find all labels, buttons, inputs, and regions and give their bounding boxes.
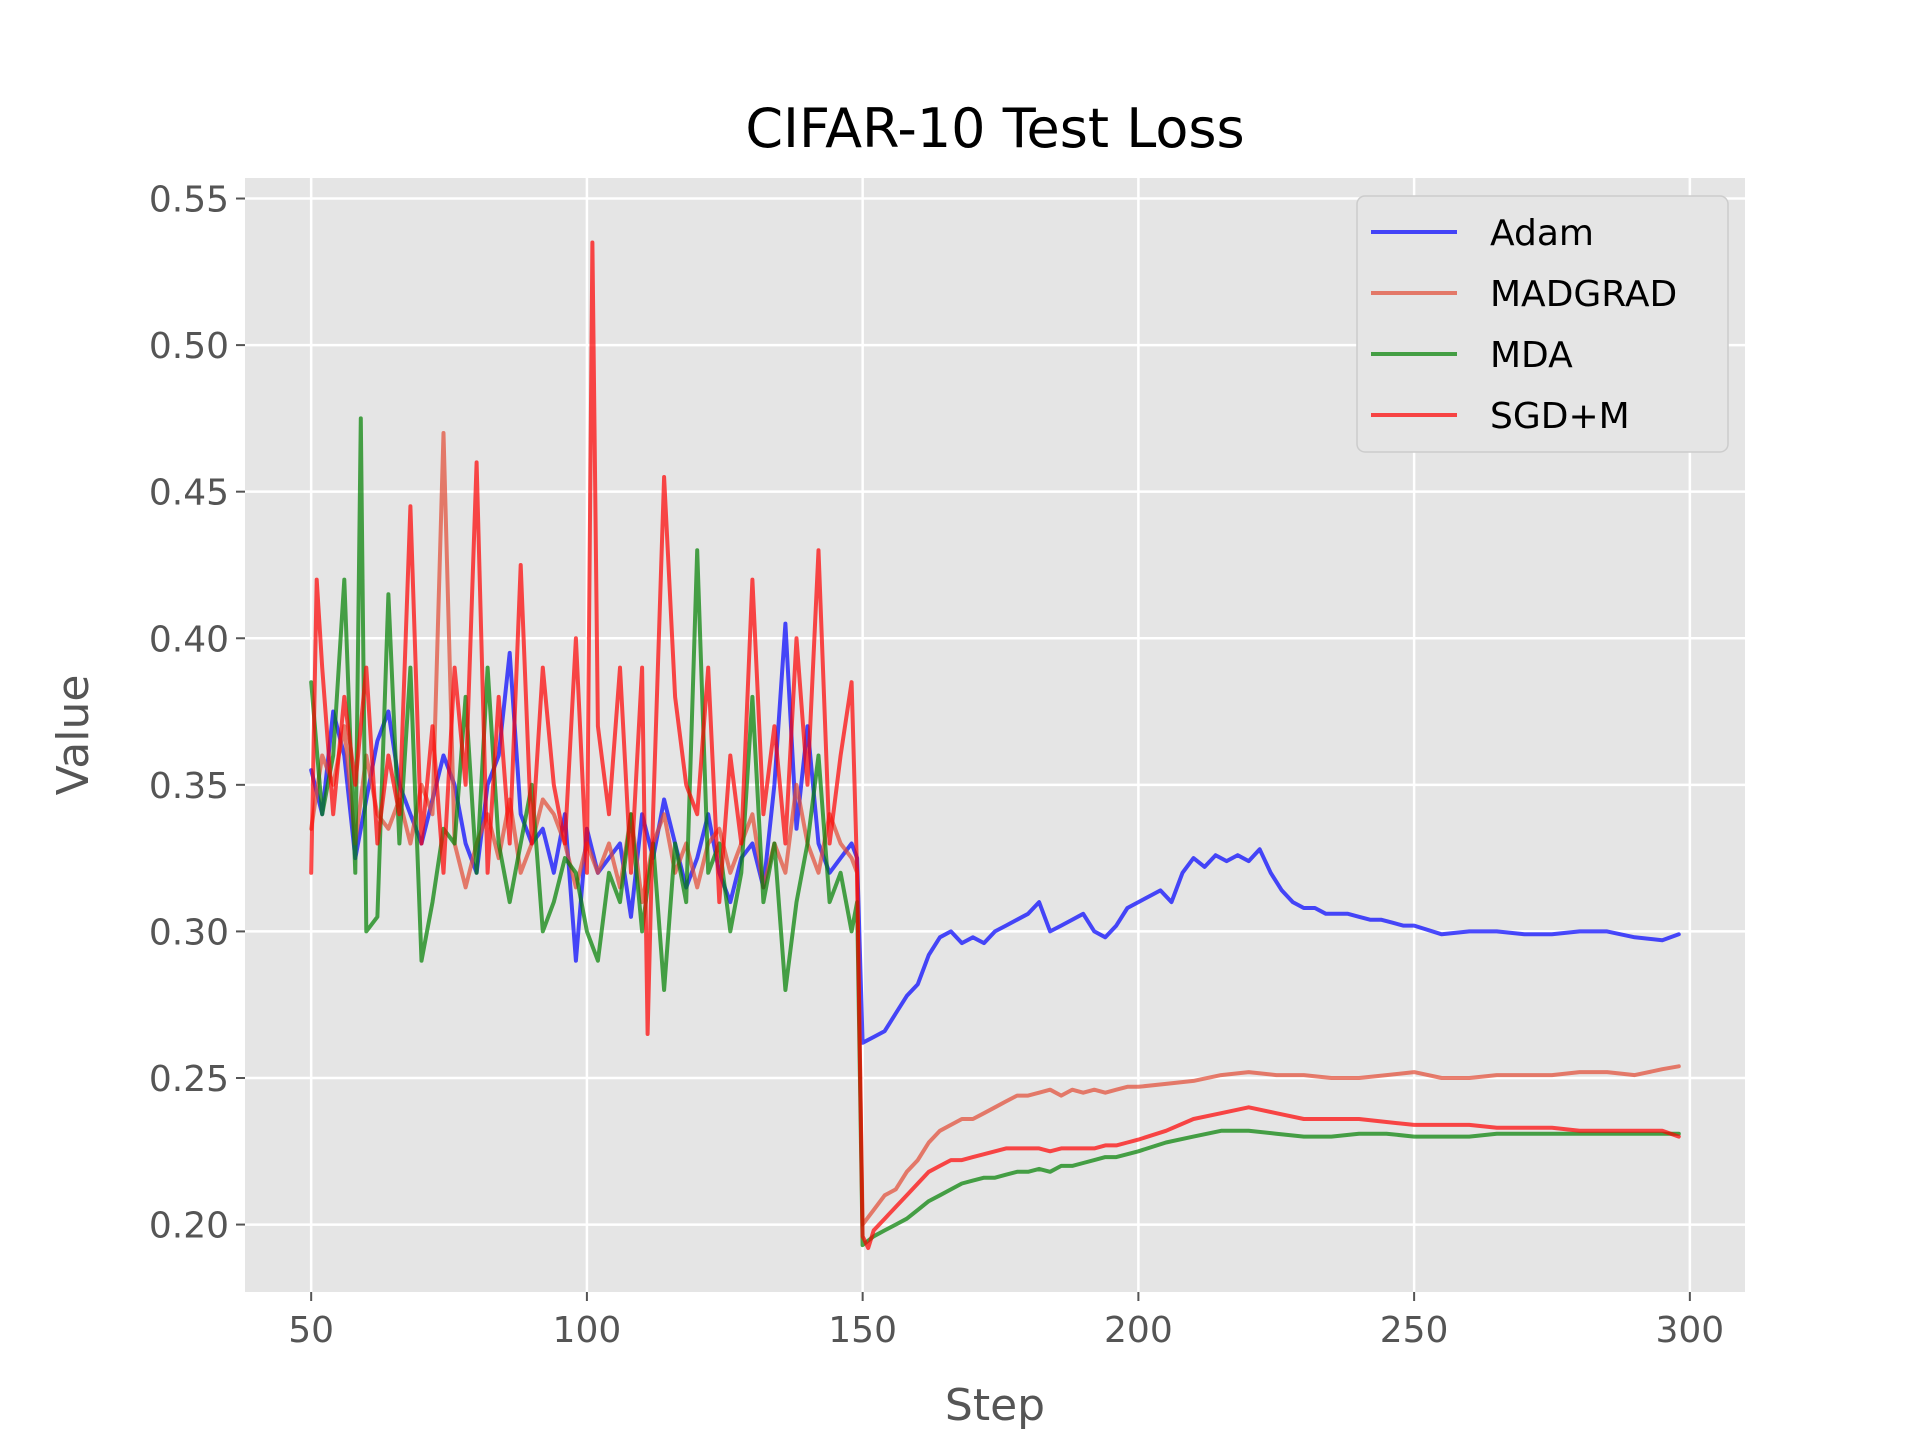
y-tick-label: 0.30: [149, 912, 229, 953]
y-tick-label: 0.35: [149, 766, 229, 807]
axis-ticks: 50 100 150 200 250 300 0.20 0.25 0.30 0.35 0.40 0.4…: [149, 180, 1724, 1351]
y-tick-label: 0.55: [149, 180, 229, 221]
x-tick-label: 250: [1380, 1310, 1449, 1351]
legend-label-mda: MDA: [1490, 335, 1573, 376]
chart-title: CIFAR-10 Test Loss: [745, 97, 1244, 160]
y-tick-label: 0.45: [149, 473, 229, 514]
x-tick-label: 100: [553, 1310, 622, 1351]
y-tick-label: 0.25: [149, 1059, 229, 1100]
legend-label-sgd-m: SGD+M: [1490, 396, 1630, 437]
y-tick-label: 0.50: [149, 326, 229, 367]
x-tick-label: 50: [288, 1310, 334, 1351]
x-axis-label: Step: [945, 1380, 1045, 1431]
legend: Adam MADGRAD MDA SGD+M: [1356, 195, 1729, 453]
legend-label-adam: Adam: [1490, 213, 1594, 254]
legend-label-madgrad: MADGRAD: [1490, 274, 1677, 315]
x-tick-label: 200: [1104, 1310, 1173, 1351]
series-line-mda: [309, 416, 1681, 1248]
series-line-sgd-m: [309, 240, 1681, 1250]
y-axis-label: Value: [48, 675, 99, 796]
y-tick-label: 0.20: [149, 1206, 229, 1247]
y-tick-label: 0.40: [149, 619, 229, 660]
series-lines: [309, 240, 1681, 1250]
legend-box: [1356, 195, 1729, 453]
x-tick-label: 300: [1655, 1310, 1724, 1351]
x-tick-label: 150: [828, 1310, 897, 1351]
